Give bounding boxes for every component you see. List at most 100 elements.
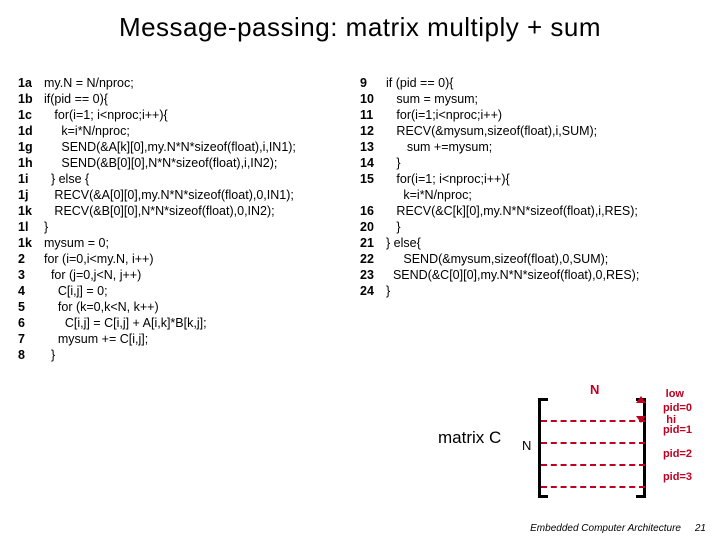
code-text: sum = mysum; (386, 91, 478, 107)
code-line: 13 sum +=mysum; (360, 139, 702, 155)
line-number: 7 (18, 331, 44, 347)
line-number: 23 (360, 267, 386, 283)
code-line: 22 SEND(&mysum,sizeof(float),0,SUM); (360, 251, 702, 267)
code-text: } (44, 219, 48, 235)
code-line: 9if (pid == 0){ (360, 75, 702, 91)
code-text: } (386, 283, 390, 299)
line-number: 14 (360, 155, 386, 171)
code-column-right: 9if (pid == 0){10 sum = mysum;11 for(i=1… (360, 75, 702, 363)
bracket-right-icon (636, 398, 646, 498)
code-line: 1h SEND(&B[0][0],N*N*sizeof(float),i,IN2… (18, 155, 360, 171)
line-number: 1k (18, 203, 44, 219)
code-line: 5 for (k=0,k<N, k++) (18, 299, 360, 315)
matrix-diagram: matrix C N N low hi pid=0 pid=1 pid=2 pi… (438, 386, 698, 506)
code-text: if (pid == 0){ (386, 75, 453, 91)
code-text: for(i=1; i<nproc;i++){ (44, 107, 168, 123)
line-number: 21 (360, 235, 386, 251)
code-line: 1c for(i=1; i<nproc;i++){ (18, 107, 360, 123)
code-text: } (386, 155, 401, 171)
code-columns: 1amy.N = N/nproc;1bif(pid == 0){1c for(i… (18, 75, 702, 363)
line-number: 22 (360, 251, 386, 267)
code-text: RECV(&A[0][0],my.N*N*sizeof(float),0,IN1… (44, 187, 294, 203)
code-line: 8 } (18, 347, 360, 363)
line-number: 13 (360, 139, 386, 155)
code-text: } else { (44, 171, 89, 187)
line-number: 15 (360, 171, 386, 187)
code-line: 11 for(i=1;i<nproc;i++) (360, 107, 702, 123)
code-text: my.N = N/nproc; (44, 75, 134, 91)
code-line: 1j RECV(&A[0][0],my.N*N*sizeof(float),0,… (18, 187, 360, 203)
page-number: 21 (695, 523, 706, 534)
code-line: 1bif(pid == 0){ (18, 91, 360, 107)
line-number: 1b (18, 91, 44, 107)
line-number: 1k (18, 235, 44, 251)
code-text: sum +=mysum; (386, 139, 492, 155)
code-line: 23 SEND(&C[0][0],my.N*N*sizeof(float),0,… (360, 267, 702, 283)
arrow-hi-icon (636, 416, 646, 423)
code-line: 21} else{ (360, 235, 702, 251)
label-low: low (666, 388, 684, 400)
code-text: if(pid == 0){ (44, 91, 108, 107)
line-number: 1i (18, 171, 44, 187)
line-number: 1a (18, 75, 44, 91)
line-number: 12 (360, 123, 386, 139)
slide: Message-passing: matrix multiply + sum 1… (0, 0, 720, 540)
code-text: SEND(&B[0][0],N*N*sizeof(float),i,IN2); (44, 155, 277, 171)
code-line: 1k RECV(&B[0][0],N*N*sizeof(float),0,IN2… (18, 203, 360, 219)
line-number: 1d (18, 123, 44, 139)
code-text: mysum += C[i,j]; (44, 331, 148, 347)
code-line: 1kmysum = 0; (18, 235, 360, 251)
footer-title: Embedded Computer Architecture (530, 523, 681, 534)
line-number: 9 (360, 75, 386, 91)
code-line: 14 } (360, 155, 702, 171)
code-line: 1amy.N = N/nproc; (18, 75, 360, 91)
matrix-label: matrix C (438, 428, 501, 448)
code-line: 15 for(i=1; i<nproc;i++){ (360, 171, 702, 187)
pid-label: pid=0 (663, 402, 692, 414)
code-text: k=i*N/nproc; (44, 123, 130, 139)
code-line: 1g SEND(&A[k][0],my.N*N*sizeof(float),i,… (18, 139, 360, 155)
slide-title: Message-passing: matrix multiply + sum (0, 12, 720, 43)
code-text: RECV(&C[k][0],my.N*N*sizeof(float),i,RES… (386, 203, 638, 219)
code-text: RECV(&B[0][0],N*N*sizeof(float),0,IN2); (44, 203, 275, 219)
line-number: 16 (360, 203, 386, 219)
partition-dash (541, 486, 645, 488)
line-number: 1c (18, 107, 44, 123)
code-text: C[i,j] = C[i,j] + A[i,k]*B[k,j]; (44, 315, 207, 331)
line-number: 5 (18, 299, 44, 315)
code-text: RECV(&mysum,sizeof(float),i,SUM); (386, 123, 597, 139)
code-column-left: 1amy.N = N/nproc;1bif(pid == 0){1c for(i… (18, 75, 360, 363)
arrow-low-icon (636, 396, 646, 403)
code-line: 7 mysum += C[i,j]; (18, 331, 360, 347)
line-number: 4 (18, 283, 44, 299)
code-line: 4 C[i,j] = 0; (18, 283, 360, 299)
line-number: 3 (18, 267, 44, 283)
code-text: k=i*N/nproc; (386, 187, 472, 203)
code-text: SEND(&A[k][0],my.N*N*sizeof(float),i,IN1… (44, 139, 296, 155)
line-number: 1h (18, 155, 44, 171)
bracket-left-icon (538, 398, 548, 498)
footer-text: Embedded Computer Architecture 21 (530, 523, 706, 534)
code-text: for (j=0,j<N, j++) (44, 267, 141, 283)
line-number: 10 (360, 91, 386, 107)
line-number: 24 (360, 283, 386, 299)
code-line: 12 RECV(&mysum,sizeof(float),i,SUM); (360, 123, 702, 139)
code-text: for(i=1; i<nproc;i++){ (386, 171, 510, 187)
partition-dash (541, 464, 645, 466)
partition-dash (541, 420, 645, 422)
matrix-dim-left: N (522, 438, 531, 453)
code-text: for (k=0,k<N, k++) (44, 299, 159, 315)
code-line: k=i*N/nproc; (360, 187, 702, 203)
pid-label: pid=2 (663, 448, 692, 460)
partition-dash (541, 442, 645, 444)
code-line: 1l} (18, 219, 360, 235)
line-number: 1g (18, 139, 44, 155)
line-number: 8 (18, 347, 44, 363)
code-text: C[i,j] = 0; (44, 283, 108, 299)
code-line: 6 C[i,j] = C[i,j] + A[i,k]*B[k,j]; (18, 315, 360, 331)
pid-label: pid=1 (663, 424, 692, 436)
code-text: mysum = 0; (44, 235, 109, 251)
code-line: 1i } else { (18, 171, 360, 187)
code-text: } else{ (386, 235, 421, 251)
code-text: for(i=1;i<nproc;i++) (386, 107, 502, 123)
